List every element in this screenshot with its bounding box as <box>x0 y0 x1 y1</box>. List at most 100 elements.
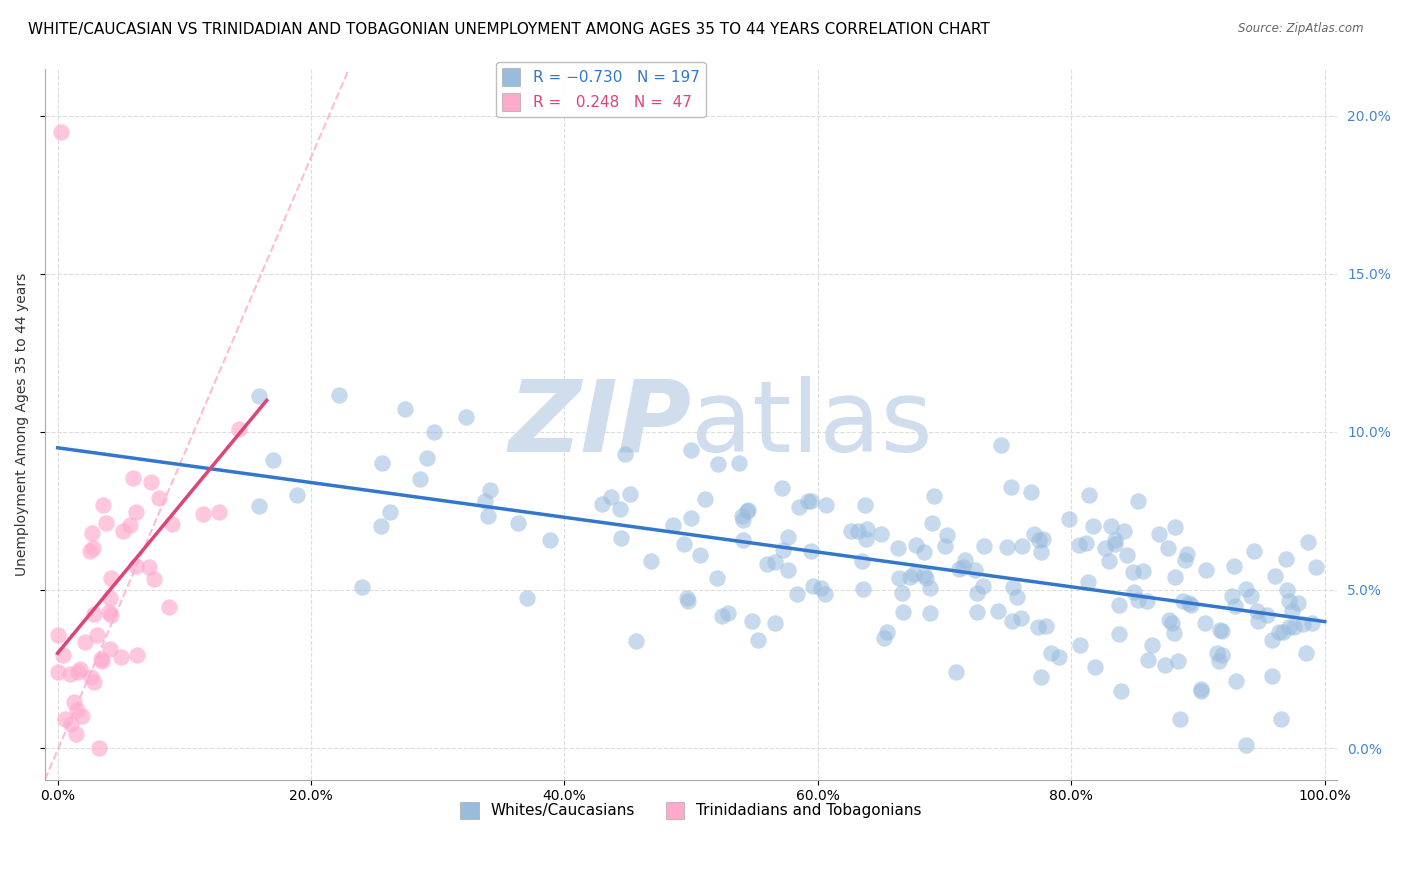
Point <box>51 125 73 139</box>
Point <box>122 471 145 485</box>
Point <box>1039 646 1062 660</box>
Point <box>422 425 444 439</box>
Point <box>1109 684 1132 698</box>
Point <box>191 508 214 522</box>
Point <box>1284 620 1306 634</box>
Point <box>1069 538 1091 552</box>
Point <box>1278 594 1301 608</box>
Point <box>127 648 149 662</box>
Point <box>610 531 633 545</box>
Point <box>1220 590 1243 604</box>
Point <box>1164 519 1187 533</box>
Point <box>672 536 695 550</box>
Point <box>1157 541 1180 555</box>
Point <box>839 524 862 538</box>
Point <box>67 665 90 679</box>
Point <box>1268 624 1291 639</box>
Point <box>609 501 631 516</box>
Point <box>91 654 114 668</box>
Point <box>776 563 799 577</box>
Point <box>1163 625 1185 640</box>
Point <box>1047 650 1070 665</box>
Point <box>915 572 938 586</box>
Point <box>1234 738 1257 752</box>
Point <box>1094 541 1116 555</box>
Point <box>936 527 959 541</box>
Point <box>285 488 308 502</box>
Point <box>1177 596 1199 610</box>
Point <box>89 741 111 756</box>
Point <box>538 533 561 547</box>
Point <box>1108 598 1130 612</box>
Point <box>394 402 416 417</box>
Text: ZIP: ZIP <box>508 376 692 473</box>
Point <box>148 491 170 505</box>
Point <box>66 703 89 717</box>
Point <box>770 482 793 496</box>
Point <box>100 571 122 585</box>
Point <box>856 523 879 537</box>
Point <box>1132 564 1154 578</box>
Point <box>352 580 374 594</box>
Point <box>747 633 769 648</box>
Point <box>814 587 837 601</box>
Point <box>1122 565 1144 579</box>
Point <box>80 670 103 684</box>
Point <box>640 554 662 568</box>
Point <box>1171 593 1194 607</box>
Point <box>717 607 740 621</box>
Point <box>262 453 284 467</box>
Point <box>763 615 786 630</box>
Point <box>157 600 180 615</box>
Point <box>1240 589 1263 603</box>
Point <box>83 674 105 689</box>
Point <box>995 540 1018 554</box>
Point <box>800 544 823 558</box>
Point <box>776 531 799 545</box>
Point <box>1010 611 1032 625</box>
Point <box>1246 603 1268 617</box>
Point <box>600 490 623 504</box>
Point <box>1026 620 1049 634</box>
Point <box>1126 593 1149 607</box>
Point <box>1122 585 1144 599</box>
Point <box>112 524 135 538</box>
Point <box>786 586 808 600</box>
Point <box>93 498 115 512</box>
Point <box>1147 526 1170 541</box>
Point <box>378 505 401 519</box>
Point <box>1180 598 1202 612</box>
Point <box>741 614 763 628</box>
Point <box>208 505 231 519</box>
Point <box>887 541 910 556</box>
Point <box>1099 519 1122 533</box>
Point <box>1076 536 1098 550</box>
Point <box>1069 638 1091 652</box>
Point <box>143 573 166 587</box>
Point <box>1189 683 1212 698</box>
Point <box>82 541 104 555</box>
Point <box>1234 582 1257 596</box>
Point <box>1211 624 1233 638</box>
Point <box>46 628 69 642</box>
Point <box>990 438 1012 452</box>
Point <box>100 608 122 623</box>
Point <box>1247 614 1270 628</box>
Point <box>706 571 728 585</box>
Point <box>454 409 477 424</box>
Point <box>59 717 82 731</box>
Point <box>945 665 967 679</box>
Point <box>52 648 75 662</box>
Point <box>1209 624 1232 638</box>
Point <box>1278 620 1301 634</box>
Point <box>800 494 823 508</box>
Point <box>1292 616 1315 631</box>
Point <box>763 556 786 570</box>
Point <box>689 548 711 562</box>
Point <box>1081 519 1104 533</box>
Point <box>1275 583 1298 598</box>
Point <box>1275 552 1298 566</box>
Point <box>676 593 699 607</box>
Point <box>1000 480 1022 494</box>
Point <box>624 633 647 648</box>
